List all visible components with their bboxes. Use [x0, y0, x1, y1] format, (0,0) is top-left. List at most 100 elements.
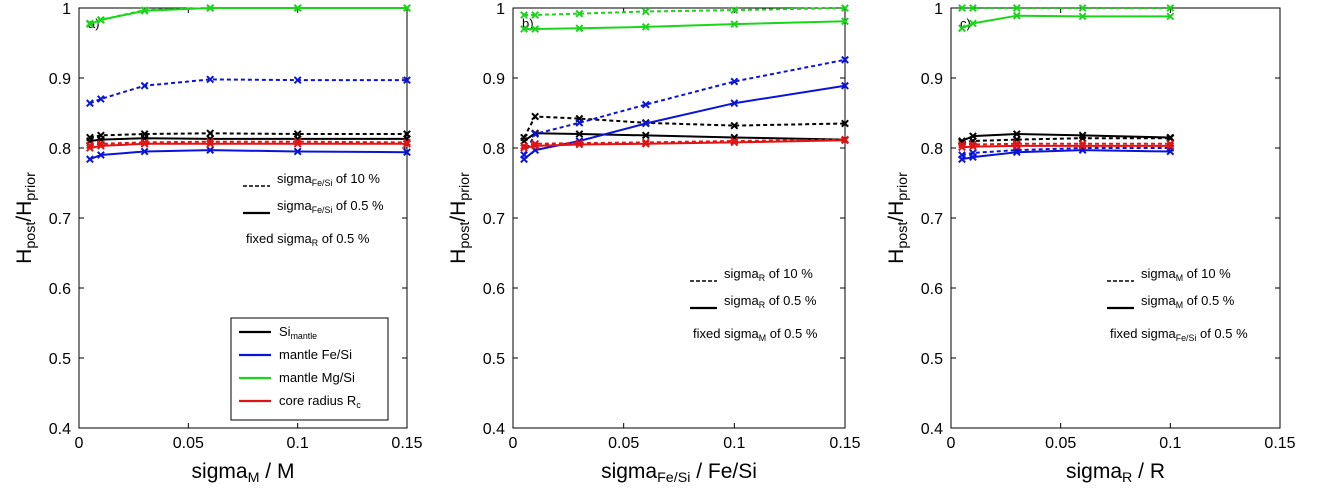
- x-tick-label: 0.1: [723, 435, 745, 452]
- data-point-mantle_FeSi: [520, 155, 528, 164]
- data-point-core_radius: [575, 140, 584, 149]
- data-point-mantle_MgSi: [1166, 4, 1175, 12]
- data-point-mantle_MgSi: [86, 20, 94, 29]
- data-point-core_radius: [520, 144, 528, 152]
- panel-1: 0.4 0.5 0.6 0.7 0.8 0.9 1 0 0.05 0.1 0.15 sigmaM / …: [13, 1, 423, 486]
- data-point-mantle_FeSi: [841, 55, 849, 64]
- y-tick-label: 1: [934, 1, 943, 18]
- data-point-mantle_FeSi: [206, 75, 215, 84]
- data-point-Si_mantle: [841, 119, 849, 128]
- data-point-core_radius: [96, 141, 105, 150]
- series-line-Si_mantle-dashed: [961, 137, 1171, 144]
- data-point-mantle_FeSi: [841, 81, 849, 90]
- series-line-mantle_FeSi-dashed: [523, 58, 846, 156]
- y-tick-label: 1: [496, 1, 505, 18]
- data-point-mantle_MgSi: [730, 6, 739, 15]
- series-line-core_radius-dashed: [961, 142, 1171, 146]
- y-tick-label: 0.5: [483, 351, 505, 368]
- series-line-mantle_MgSi-solid: [961, 14, 1171, 30]
- data-point-mantle_MgSi: [841, 17, 849, 26]
- data-point-core_radius: [403, 139, 411, 148]
- annotation-fixed-label: fixed sigmaFe/Si of 0.5 %: [1110, 326, 1248, 343]
- data-point-Si_mantle: [531, 112, 540, 121]
- data-point-mantle_MgSi: [730, 20, 739, 29]
- data-point-mantle_FeSi: [730, 99, 739, 108]
- legend-label-core_radius: core radius Rc: [279, 393, 361, 410]
- data-point-core_radius: [641, 139, 650, 148]
- data-point-mantle_MgSi: [531, 11, 540, 19]
- data-point-Si_mantle: [969, 132, 977, 141]
- data-point-mantle_MgSi: [1078, 12, 1087, 21]
- series-line-mantle_MgSi-solid: [524, 20, 846, 30]
- y-tick-label: 0.6: [483, 281, 505, 298]
- x-tick-label: 0.05: [173, 435, 204, 452]
- x-tick-label: 0.15: [829, 435, 860, 452]
- annotation-dashed-label: sigmaM of 10 %: [1141, 266, 1231, 283]
- data-point-mantle_MgSi: [575, 24, 584, 33]
- data-point-mantle_MgSi: [140, 6, 149, 15]
- data-point-mantle_MgSi: [1166, 12, 1175, 21]
- data-point-core_radius: [730, 138, 739, 147]
- data-point-core_radius: [531, 141, 540, 150]
- data-point-mantle_MgSi: [969, 19, 977, 28]
- series-line-mantle_FeSi-solid: [89, 149, 408, 161]
- data-point-Si_mantle: [1078, 131, 1087, 140]
- y-axis-label: Hpost/Hprior: [13, 172, 39, 264]
- data-point-mantle_MgSi: [641, 7, 650, 16]
- data-point-mantle_MgSi: [531, 25, 540, 33]
- data-point-mantle_MgSi: [641, 22, 650, 31]
- data-point-mantle_MgSi: [1012, 4, 1021, 12]
- data-point-core_radius: [958, 143, 966, 152]
- y-axis-label: Hpost/Hprior: [885, 172, 911, 264]
- x-tick-label: 0.05: [608, 435, 639, 452]
- data-point-mantle_MgSi: [1012, 11, 1021, 20]
- y-tick-label: 0.7: [483, 211, 505, 228]
- data-point-mantle_FeSi: [575, 118, 584, 127]
- x-tick-label: 0.15: [391, 435, 422, 452]
- data-point-mantle_FeSi: [969, 153, 977, 162]
- y-tick-label: 0.8: [483, 141, 505, 158]
- data-point-core_radius: [206, 139, 215, 148]
- data-point-mantle_FeSi: [641, 100, 650, 109]
- data-point-mantle_FeSi: [641, 119, 650, 128]
- series-line-Si_mantle-solid: [89, 137, 407, 142]
- series-line-Si_mantle-dashed: [89, 132, 407, 139]
- series-line-mantle_MgSi-dashed: [89, 7, 407, 25]
- y-tick-label: 0.9: [921, 71, 943, 88]
- y-tick-label: 0.9: [483, 71, 505, 88]
- data-point-core_radius: [841, 136, 849, 145]
- y-tick-label: 0.5: [921, 351, 943, 368]
- data-point-mantle_FeSi: [403, 76, 411, 85]
- data-point-mantle_FeSi: [86, 99, 94, 108]
- series-line-Si_mantle-dashed: [523, 115, 846, 138]
- data-point-mantle_FeSi: [96, 95, 105, 103]
- x-tick-label: 0.05: [1045, 435, 1076, 452]
- annotation-dashed-label: sigmaR of 10 %: [724, 266, 813, 283]
- y-tick-label: 0.4: [921, 421, 943, 438]
- x-axis-label: sigmaR / R: [1066, 460, 1165, 486]
- y-axis-label: Hpost/Hprior: [447, 172, 473, 264]
- data-point-mantle_MgSi: [293, 4, 302, 12]
- data-point-core_radius: [293, 139, 302, 148]
- panel-3: 0.4 0.5 0.6 0.7 0.8 0.9 1 0 0.05 0.1 0.15 sigmaR / …: [885, 1, 1296, 486]
- panel-2: 0.4 0.5 0.6 0.7 0.8 0.9 1 0 0.05 0.1 0.15 sigmaFe/S…: [447, 1, 861, 486]
- data-point-core_radius: [969, 142, 977, 151]
- y-tick-label: 0.7: [921, 211, 943, 228]
- data-point-mantle_MgSi: [403, 4, 411, 12]
- data-point-mantle_MgSi: [1078, 4, 1087, 12]
- data-point-Si_mantle: [1012, 130, 1021, 138]
- data-point-mantle_FeSi: [531, 130, 540, 138]
- y-tick-label: 0.6: [921, 281, 943, 298]
- series-line-core_radius-solid: [89, 142, 407, 149]
- x-tick-label: 0.1: [1159, 435, 1181, 452]
- y-tick-label: 0.7: [49, 211, 71, 228]
- data-point-mantle_FeSi: [730, 77, 739, 86]
- x-axis-label: sigmaM / M: [192, 460, 295, 486]
- series-line-core_radius-solid: [523, 139, 846, 149]
- y-tick-label: 0.5: [49, 351, 71, 368]
- data-point-mantle_MgSi: [520, 11, 528, 19]
- data-point-mantle_FeSi: [140, 81, 149, 90]
- series-line-mantle_MgSi-solid: [89, 7, 407, 26]
- data-point-mantle_MgSi: [958, 24, 966, 33]
